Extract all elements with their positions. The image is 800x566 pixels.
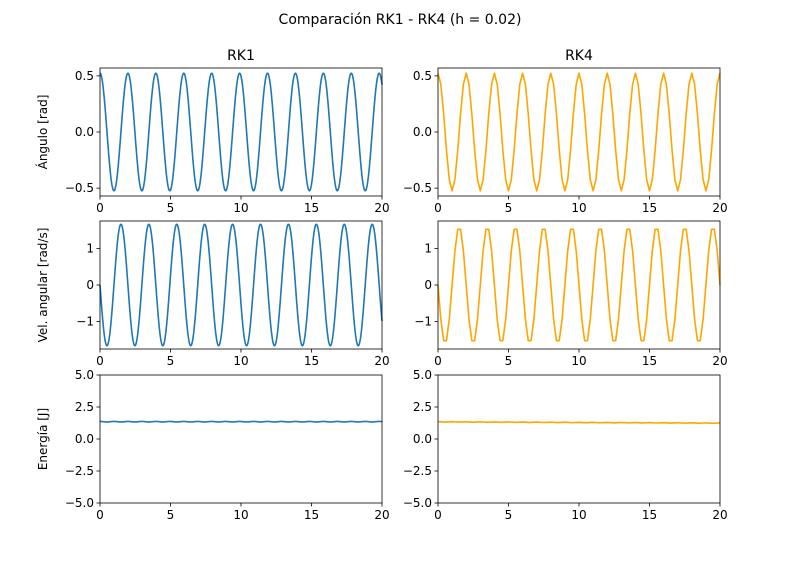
y-tick-label: 0.5 [413, 69, 432, 83]
y-axis-label: Ángulo [rad] [35, 95, 50, 170]
x-tick-label: 0 [434, 508, 442, 522]
y-axis-label: Vel. angular [rad/s] [36, 228, 50, 343]
y-tick-label: −5.0 [65, 496, 94, 510]
x-tick-label: 5 [167, 201, 175, 215]
x-tick-label: 15 [304, 201, 319, 215]
x-tick-label: 10 [233, 508, 248, 522]
x-tick-label: 15 [642, 201, 657, 215]
y-tick-label: 0.0 [413, 432, 432, 446]
axes-angle_rk1: 0 5 10 15 20 −0.5 0.0 0.5 RK1 Ángulo [rad] [35, 48, 390, 215]
y-tick-label: 1 [86, 241, 94, 255]
x-tick-label: 15 [642, 354, 657, 368]
x-tick-label: 20 [374, 354, 389, 368]
y-tick-label: 5.0 [75, 368, 94, 382]
axes-omega_rk1: 0 5 10 15 20 −1 0 1 Vel. angular [rad/s] [36, 220, 390, 368]
y-tick-label: 0.5 [75, 69, 94, 83]
x-tick-label: 20 [712, 354, 727, 368]
x-tick-label: 15 [304, 354, 319, 368]
y-tick-label: −2.5 [65, 464, 94, 478]
y-tick-label: −0.5 [403, 181, 432, 195]
y-tick-label: −2.5 [403, 464, 432, 478]
series-line-omega_rk4 [437, 228, 721, 342]
axes-energy_rk4: 0 5 10 15 20 −5.0 −2.5 0.0 2.5 5.0 [403, 368, 728, 522]
x-tick-label: 5 [167, 508, 175, 522]
y-tick-label: −5.0 [403, 496, 432, 510]
y-tick-label: 2.5 [75, 400, 94, 414]
y-tick-label: 0.0 [413, 125, 432, 139]
x-tick-label: 0 [96, 354, 104, 368]
x-tick-label: 15 [304, 508, 319, 522]
x-tick-label: 0 [434, 354, 442, 368]
x-tick-label: 15 [642, 508, 657, 522]
series-line-omega_rk1 [99, 223, 383, 347]
x-tick-label: 10 [571, 354, 586, 368]
y-tick-label: 2.5 [413, 400, 432, 414]
y-tick-label: 0.0 [75, 432, 94, 446]
axes-omega_rk4: 0 5 10 15 20 −1 0 1 [414, 220, 728, 368]
x-tick-label: 10 [233, 201, 248, 215]
axes-title: RK4 [565, 48, 593, 64]
series-line-energy_rk1 [99, 420, 383, 423]
y-tick-label: −1 [76, 315, 94, 329]
y-axis-label: Energía [J] [36, 408, 50, 470]
x-tick-label: 5 [505, 201, 513, 215]
x-tick-label: 5 [505, 508, 513, 522]
x-tick-label: 20 [712, 201, 727, 215]
y-tick-label: 0 [86, 278, 94, 292]
y-tick-label: 1 [424, 241, 432, 255]
series-line-energy_rk4 [437, 420, 721, 425]
axes-energy_rk1: 0 5 10 15 20 −5.0 −2.5 0.0 2.5 5.0 Energía [J] [36, 368, 390, 522]
x-tick-label: 5 [167, 354, 175, 368]
axes-angle_rk4: 0 5 10 15 20 −0.5 0.0 0.5 RK4 [403, 48, 728, 215]
y-tick-label: −0.5 [65, 181, 94, 195]
x-tick-label: 0 [96, 508, 104, 522]
y-tick-label: −1 [414, 315, 432, 329]
y-tick-label: 0 [424, 278, 432, 292]
axes-title: RK1 [227, 48, 255, 64]
x-tick-label: 0 [96, 201, 104, 215]
x-tick-label: 20 [712, 508, 727, 522]
figure-title: Comparación RK1 - RK4 (h = 0.02) [279, 12, 522, 28]
x-tick-label: 0 [434, 201, 442, 215]
x-tick-label: 20 [374, 201, 389, 215]
y-tick-label: 5.0 [413, 368, 432, 382]
series-line-angle_rk4 [437, 72, 721, 192]
x-tick-label: 10 [571, 201, 586, 215]
x-tick-label: 10 [571, 508, 586, 522]
x-tick-label: 5 [505, 354, 513, 368]
series-line-angle_rk1 [99, 72, 383, 192]
x-tick-label: 20 [374, 508, 389, 522]
x-tick-label: 10 [233, 354, 248, 368]
y-tick-label: 0.0 [75, 125, 94, 139]
